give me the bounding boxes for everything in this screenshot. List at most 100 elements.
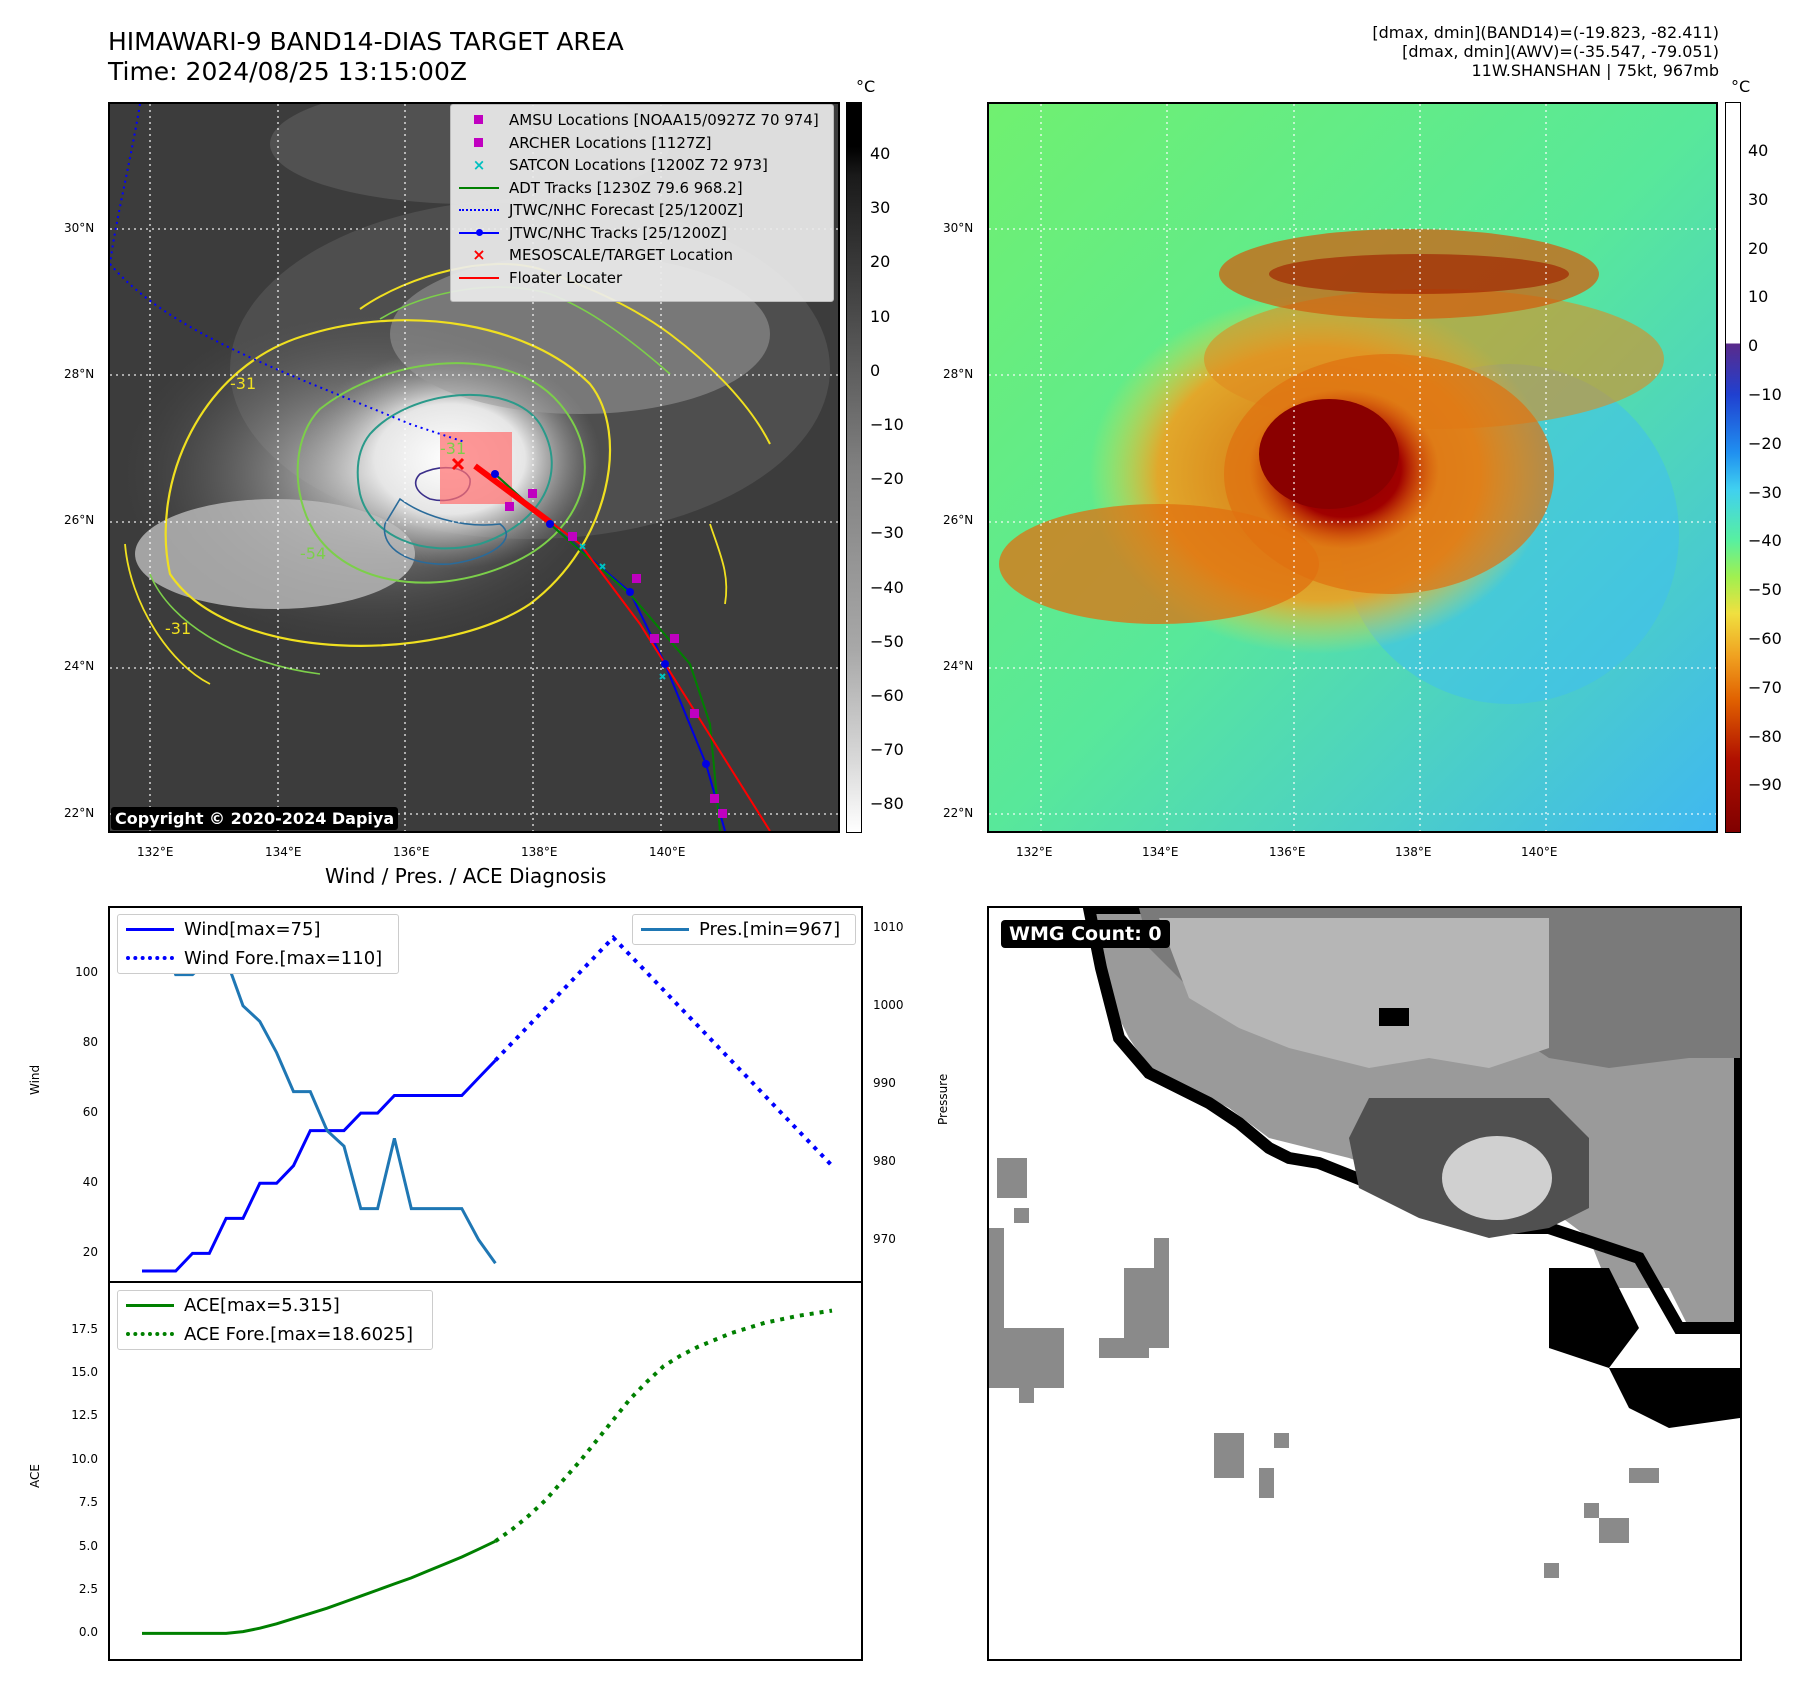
contour-label: -54 [300, 544, 326, 563]
colorbar-tick-label: −10 [870, 415, 904, 434]
line-icon [126, 927, 174, 933]
colorbar-tick-label: 0 [870, 361, 880, 380]
colorbar-tick-label: −30 [870, 523, 904, 542]
colorbar-tick-label: 10 [1748, 287, 1768, 306]
awv-colorbar-unit: °C [1731, 77, 1750, 96]
colorbar-tick-label: −50 [870, 632, 904, 651]
lon-label: 140°E [649, 845, 686, 859]
wind-legend: Wind[max=75] Wind Fore.[max=110] [117, 914, 399, 974]
line-icon [641, 927, 689, 933]
lat-label: 30°N [943, 221, 973, 235]
dotted-line-icon [126, 956, 174, 962]
wmg-count-badge: WMG Count: 0 [1001, 920, 1170, 948]
awv-map-image [989, 104, 1716, 831]
y-tick-label: 15.0 [71, 1365, 98, 1379]
lon-label: 138°E [1395, 845, 1432, 859]
lat-label: 26°N [64, 513, 94, 527]
x-marker-icon: × [459, 158, 499, 172]
lat-label: 24°N [64, 659, 94, 673]
dotted-line-icon [459, 203, 499, 217]
colorbar-tick-label: −20 [870, 469, 904, 488]
dotted-line-icon [126, 1332, 174, 1338]
colorbar-tick-label: −40 [870, 578, 904, 597]
ir-legend: AMSU Locations [NOAA15/0927Z 70 974] ARC… [450, 104, 834, 302]
pressure-axis-label: Pressure [936, 1074, 950, 1125]
colorbar-tick-label: −30 [1748, 483, 1782, 502]
legend-item-archer: ARCHER Locations [1127Z] [451, 132, 833, 155]
legend-label: JTWC/NHC Forecast [25/1200Z] [509, 201, 743, 219]
lon-label: 140°E [1521, 845, 1558, 859]
diagnosis-title: Wind / Pres. / ACE Diagnosis [325, 864, 606, 888]
line-dot-icon [459, 226, 499, 240]
legend-label: Wind Fore.[max=110] [184, 948, 382, 969]
colorbar-tick-label: 10 [870, 307, 890, 326]
legend-item-wind: Wind[max=75] [118, 915, 398, 944]
lon-label: 132°E [137, 845, 174, 859]
ace-forecast-line [495, 1311, 832, 1542]
colorbar-tick-label: −50 [1748, 580, 1782, 599]
wind-axis-label: Wind [28, 1065, 42, 1095]
colorbar-tick-label: 0 [1748, 336, 1758, 355]
y-tick-label: 17.5 [71, 1322, 98, 1336]
ace-legend: ACE[max=5.315] ACE Fore.[max=18.6025] [117, 1290, 433, 1350]
lon-label: 138°E [521, 845, 558, 859]
lon-label: 134°E [265, 845, 302, 859]
colorbar-tick-label: −80 [870, 794, 904, 813]
y-tick-label: 990 [873, 1076, 896, 1090]
legend-item-tracks: JTWC/NHC Tracks [25/1200Z] [451, 222, 833, 245]
legend-item-forecast: JTWC/NHC Forecast [25/1200Z] [451, 199, 833, 222]
lat-label: 30°N [64, 221, 94, 235]
line-icon [459, 181, 499, 195]
contour-label: -31 [440, 439, 466, 458]
legend-item-ace: ACE[max=5.315] [118, 1291, 432, 1320]
copyright-label: Copyright © 2020-2024 Dapiya [111, 807, 398, 830]
colorbar-tick-label: 40 [1748, 141, 1768, 160]
y-tick-label: 970 [873, 1232, 896, 1246]
legend-item-floater: Floater Locater [451, 267, 833, 290]
ir-colorbar-unit: °C [856, 77, 875, 96]
info-line-2: [dmax, dmin](AWV)=(-35.547, -79.051) [1402, 42, 1719, 61]
contour-label: -31 [230, 374, 256, 393]
legend-label: Wind[max=75] [184, 919, 321, 940]
contour-label: -31 [165, 619, 191, 638]
colorbar-tick-label: 30 [1748, 190, 1768, 209]
title-line-2: Time: 2024/08/25 13:15:00Z [108, 57, 467, 87]
legend-label: ADT Tracks [1230Z 79.6 968.2] [509, 179, 743, 197]
y-tick-label: 7.5 [79, 1495, 98, 1509]
legend-item-satcon: × SATCON Locations [1200Z 72 973] [451, 154, 833, 177]
line-icon [126, 1303, 174, 1309]
y-tick-label: 2.5 [79, 1582, 98, 1596]
legend-label: Pres.[min=967] [699, 919, 840, 940]
legend-label: MESOSCALE/TARGET Location [509, 246, 733, 264]
legend-item-ace-fore: ACE Fore.[max=18.6025] [118, 1320, 432, 1349]
lon-label: 134°E [1142, 845, 1179, 859]
y-tick-label: 980 [873, 1154, 896, 1168]
y-tick-label: 5.0 [79, 1539, 98, 1553]
lat-label: 24°N [943, 659, 973, 673]
lat-label: 22°N [64, 806, 94, 820]
ace-axis-label: ACE [28, 1464, 42, 1488]
colorbar-tick-label: 40 [870, 144, 890, 163]
legend-item-pressure: Pres.[min=967] [633, 915, 855, 944]
colorbar-tick-label: −40 [1748, 531, 1782, 550]
line-icon [459, 271, 499, 285]
x-marker-icon: × [459, 248, 499, 262]
colorbar-tick-label: −60 [1748, 629, 1782, 648]
pressure-legend: Pres.[min=967] [632, 914, 856, 945]
lat-label: 28°N [943, 367, 973, 381]
awv-map-panel [987, 102, 1718, 833]
y-tick-label: 20 [83, 1245, 98, 1259]
legend-label: JTWC/NHC Tracks [25/1200Z] [509, 224, 727, 242]
legend-label: AMSU Locations [NOAA15/0927Z 70 974] [509, 111, 819, 129]
legend-item-adt: ADT Tracks [1230Z 79.6 968.2] [451, 177, 833, 200]
colorbar-tick-label: −90 [1748, 775, 1782, 794]
legend-item-mesoscale: × MESOSCALE/TARGET Location [451, 244, 833, 267]
legend-label: ARCHER Locations [1127Z] [509, 134, 712, 152]
info-line-1: [dmax, dmin](BAND14)=(-19.823, -82.411) [1372, 23, 1719, 42]
y-tick-label: 12.5 [71, 1408, 98, 1422]
square-marker-icon [459, 113, 499, 127]
legend-item-amsu: AMSU Locations [NOAA15/0927Z 70 974] [451, 109, 833, 132]
colorbar-tick-label: −70 [870, 740, 904, 759]
lon-label: 136°E [1269, 845, 1306, 859]
y-tick-label: 40 [83, 1175, 98, 1189]
